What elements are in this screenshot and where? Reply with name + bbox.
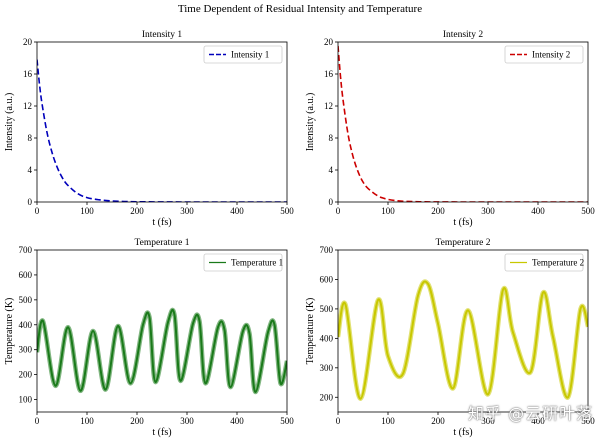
y-tick-label: 8 <box>28 133 33 143</box>
x-tick-label: 0 <box>35 206 40 216</box>
plot-area <box>338 45 588 202</box>
legend: Intensity 2 <box>504 45 584 64</box>
watermark: 知乎 @云研叶落 <box>468 404 594 423</box>
subplot-intensity-2: Intensity 2 0 100 200 300 400 500 0 4 8 12 16 20 t (f… <box>305 30 595 228</box>
legend-label: Temperature 1 <box>231 258 283 268</box>
y-tick-label: 500 <box>19 295 33 305</box>
x-tick-label: 500 <box>280 416 294 426</box>
x-tick-label: 400 <box>531 416 545 426</box>
x-tick-label: 200 <box>431 206 445 216</box>
y-tick-label: 0 <box>28 197 33 207</box>
x-axis-label: t (fs) <box>453 427 472 438</box>
y-tick-label: 700 <box>320 245 334 255</box>
axes-frame <box>337 249 589 413</box>
x-tick-label: 300 <box>481 416 495 426</box>
series-band <box>338 279 588 402</box>
x-tick-label: 100 <box>381 206 395 216</box>
x-tick-label: 500 <box>581 206 595 216</box>
legend-box <box>203 253 283 272</box>
y-tick-label: 4 <box>28 165 33 175</box>
x-tick-label: 0 <box>336 416 341 426</box>
x-tick-label: 500 <box>581 416 595 426</box>
legend-label: Intensity 1 <box>231 50 269 60</box>
x-tick-label: 0 <box>336 206 341 216</box>
legend-box <box>504 253 584 272</box>
plot-area <box>37 59 287 202</box>
y-tick-label: 16 <box>23 69 33 79</box>
y-axis-label: Intensity (a.u.) <box>4 93 15 152</box>
x-tick-label: 100 <box>80 206 94 216</box>
series-line <box>338 45 588 202</box>
legend-box <box>203 45 283 64</box>
y-axis-label: Temperature (K) <box>4 298 15 365</box>
x-tick-label: 400 <box>230 416 244 426</box>
panel-title: Temperature 2 <box>436 238 491 248</box>
plot-area <box>37 307 287 395</box>
legend: Intensity 1 <box>203 45 283 64</box>
y-tick-label: 600 <box>320 274 334 284</box>
x-tick-label: 100 <box>80 416 94 426</box>
y-tick-label: 300 <box>19 345 33 355</box>
y-tick-label: 300 <box>320 363 334 373</box>
legend-label: Temperature 2 <box>532 258 584 268</box>
axes-frame <box>36 41 288 203</box>
y-tick-label: 12 <box>23 101 32 111</box>
x-axis-label: t (fs) <box>152 217 171 228</box>
y-tick-label: 400 <box>320 333 334 343</box>
x-axis-label: t (fs) <box>453 217 472 228</box>
y-tick-label: 20 <box>23 37 33 47</box>
x-tick-label: 200 <box>431 416 445 426</box>
series-line <box>37 308 287 394</box>
y-axis-label: Temperature (K) <box>305 298 316 365</box>
x-tick-label: 100 <box>381 416 395 426</box>
y-tick-label: 200 <box>19 370 33 380</box>
x-tick-label: 300 <box>180 206 194 216</box>
y-tick-label: 20 <box>324 37 334 47</box>
y-tick-label: 0 <box>329 197 334 207</box>
x-tick-label: 300 <box>481 206 495 216</box>
panel-title: Intensity 1 <box>142 30 183 40</box>
y-tick-label: 100 <box>19 395 33 405</box>
legend: Temperature 2 <box>504 253 584 272</box>
y-tick-label: 16 <box>324 69 334 79</box>
y-tick-label: 600 <box>19 270 33 280</box>
y-tick-label: 500 <box>320 304 334 314</box>
x-axis-label: t (fs) <box>152 427 171 438</box>
x-tick-label: 400 <box>531 206 545 216</box>
x-tick-label: 200 <box>130 206 144 216</box>
y-tick-label: 400 <box>19 320 33 330</box>
axes-frame <box>337 41 589 203</box>
panel-title: Intensity 2 <box>443 30 484 40</box>
y-tick-label: 4 <box>329 165 334 175</box>
subplot-temperature-1: Temperature 1 0 100 200 300 400 500 100 200 300 40… <box>4 238 294 438</box>
y-tick-label: 8 <box>329 133 334 143</box>
y-tick-label: 700 <box>19 245 33 255</box>
x-tick-label: 200 <box>130 416 144 426</box>
plot-area <box>338 279 588 402</box>
y-axis-label: Intensity (a.u.) <box>305 93 316 152</box>
panel-title: Temperature 1 <box>135 238 190 248</box>
y-tick-label: 12 <box>324 101 333 111</box>
subplot-temperature-2: Temperature 2 0 100 200 300 400 500 200 300 400 50… <box>305 238 595 438</box>
x-tick-label: 300 <box>180 416 194 426</box>
series-line <box>338 280 588 400</box>
x-tick-label: 500 <box>280 206 294 216</box>
legend-label: Intensity 2 <box>532 50 570 60</box>
axes-frame <box>36 249 288 413</box>
x-tick-label: 0 <box>35 416 40 426</box>
figure-suptitle: Time Dependent of Residual Intensity and… <box>178 3 422 15</box>
y-tick-label: 200 <box>320 392 334 402</box>
legend: Temperature 1 <box>203 253 283 272</box>
x-tick-label: 400 <box>230 206 244 216</box>
subplot-intensity-1: Intensity 1 0 100 200 300 400 500 0 4 8 12 16 20 t (f… <box>4 30 294 228</box>
series-line <box>37 59 287 202</box>
legend-box <box>504 45 584 64</box>
